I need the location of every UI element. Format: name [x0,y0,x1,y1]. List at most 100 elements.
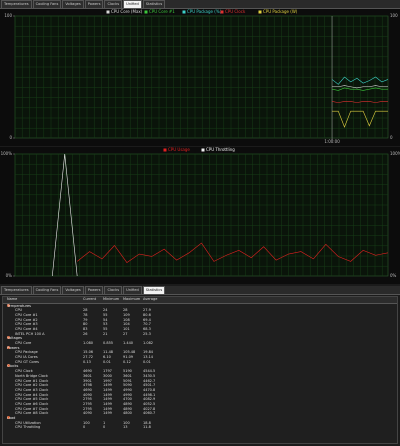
y-tick-label: 100 [4,13,12,18]
sensor-row[interactable]: CPU Package 15.06 11.48 105.48 19.84 [3,350,397,355]
group-row[interactable]: Voltages [3,336,397,341]
sensor-value: 55 [103,326,108,331]
sensor-name: CPU Core #3 [15,322,38,327]
sensor-value: 0 [83,425,86,430]
column-header[interactable]: Average [143,297,158,301]
sensor-value: 4462.7 [143,378,156,383]
sensor-row[interactable]: North Bridge Clock 3601 3000 3601 3430.5 [3,374,397,379]
column-header[interactable]: Maximum [123,297,141,301]
tab-bar: Temperatures Cooling Fans Voltages Powers Cl… [0,0,400,9]
column-header[interactable]: Name [7,297,18,301]
sensor-name: CPU Core #8 Clock [15,411,49,416]
sensor-row[interactable]: CPU IA Cores 27.72 6.10 91.09 13.14 [3,355,397,360]
tab[interactable]: Cooling Fans [32,0,62,8]
y-tick-label: 100% [1,151,13,156]
sensor-row[interactable]: CPU Core #2 79 54 108 69.4 [3,318,397,323]
sensor-name: CPU Core #4 [15,326,38,331]
tab[interactable]: Statistics [142,0,166,8]
sensor-row[interactable]: CPU Core #3 80 53 104 70.7 [3,322,397,327]
tab[interactable]: Cooling Fans [32,286,62,294]
sensor-value: 1.080 [83,341,94,345]
sensor-row[interactable]: CPU Core #1 78 55 109 80.6 [3,313,397,318]
sensor-row[interactable]: CPU 28 24 28 27.9 [3,308,397,313]
tab[interactable]: Powers [84,286,104,294]
group-label: Clocks [7,364,19,369]
group-row[interactable]: Temperatures [3,303,397,309]
sensor-value: 1499 [103,401,112,406]
tab[interactable]: Temperatures [1,0,32,8]
legend-label: CPU Usage [168,147,190,152]
sensor-row[interactable]: INTEL PCH 100 A 26 21 27 25.3 [3,332,397,337]
sensor-value: 3901 [83,378,92,383]
sensor-row[interactable]: CPU Core #1 Clock 3901 1997 5091 4462.7 [3,379,397,384]
sensor-value: 109 [123,312,130,317]
sensor-row[interactable]: CPU Core #6 Clock 2795 1499 4890 4052.5 [3,402,397,407]
y-tick-label: 0 [390,135,393,140]
sensor-row[interactable]: CPU Core #5 Clock 2795 1499 4700 4082.9 [3,397,397,402]
group-label: Temperatures [7,303,31,308]
tab[interactable]: Temperatures [1,286,32,294]
series-line [332,110,388,128]
sensor-value: 4082.9 [143,397,156,402]
sensor-value: 1499 [103,392,112,397]
sensor-name: CPU IA Cores [15,355,38,360]
sensor-value: 91.09 [123,355,134,360]
sensor-row[interactable]: CPU Core #3 Clock 4690 1499 4990 4470.8 [3,388,397,393]
sensor-row[interactable]: CPU Core #4 83 55 101 68.3 [3,327,397,332]
sensor-value: 11.8 [143,425,151,430]
column-header[interactable]: Current [83,297,97,301]
group-icon [7,303,10,307]
sensor-name: CPU Core #3 Clock [15,387,49,392]
sensor-value: 0.855 [103,341,114,345]
sensor-row[interactable]: CPU Core #8 Clock 4090 1499 4800 4060.7 [3,411,397,416]
sensor-value: 0.13 [83,359,91,364]
group-icon [7,345,10,349]
chart-panel: 0 0 100 100 1:00:00 CPU Core (Max) CPU Core #1… [0,9,400,146]
sensor-value: 4090 [83,392,92,397]
sensor-value: 1797 [103,369,112,374]
sensor-value: 21 [103,331,108,336]
sensor-name: CPU Core #2 [15,317,38,322]
sensor-value: 108 [123,317,130,322]
group-label: Powers [7,345,20,350]
tab[interactable]: Clocks [104,286,123,294]
sensor-value: 27.72 [83,355,94,360]
tab[interactable]: Statistics [142,286,166,294]
group-row[interactable]: Load [3,416,397,421]
sensor-value: 104 [123,322,130,327]
sensor-value: 2795 [83,397,92,402]
legend-swatch [144,10,148,14]
sensor-value: 69.4 [143,317,151,322]
legend-swatch [201,148,205,152]
series-line [331,76,389,85]
sensor-name: CPU GT Cores [15,359,39,364]
tab[interactable]: Voltages [62,0,84,8]
sensor-row[interactable]: CPU Throttling 0 0 13 11.8 [3,425,397,430]
sensor-row[interactable]: CPU Clock 4690 1797 5190 4544.5 [3,369,397,374]
sensor-row[interactable]: CPU Utilization 100 1 100 18.8 [3,421,397,426]
tab[interactable]: Unified [123,286,142,294]
tab[interactable]: Clocks [104,0,123,8]
y-tick-label: 0% [390,273,397,278]
sensor-name: CPU Throttling [15,425,41,430]
group-row[interactable]: Clocks [3,364,397,369]
sensor-row[interactable]: CPU Core #4 Clock 4090 1499 4990 4498.1 [3,393,397,398]
sensor-value: 78 [83,312,88,317]
sensor-value: 4498.1 [143,392,156,397]
sensor-row[interactable]: CPU GT Cores 0.13 0.01 0.12 0.01 [3,360,397,365]
sensor-value: 5190 [123,369,132,374]
sensor-row[interactable]: CPU Core #7 Clock 2795 1499 4890 4027.8 [3,407,397,412]
tab[interactable]: Powers [84,0,104,8]
sensor-row[interactable]: CPU Core #2 Clock 4798 1499 5090 4501.7 [3,383,397,388]
group-label: Load [7,416,16,420]
tab[interactable]: Unified [123,0,142,8]
sensor-row[interactable]: CPU Core 1.080 0.855 1.440 1.082 [3,341,397,346]
sensor-value: 4052.5 [143,401,156,406]
sensor-value: 1997 [103,378,112,383]
sensor-name: CPU Core #4 Clock [15,392,49,397]
tab[interactable]: Voltages [62,286,84,294]
sensor-name: CPU Core #6 Clock [15,401,49,406]
column-header[interactable]: Minimum [103,297,120,301]
group-row[interactable]: Powers [3,345,397,351]
